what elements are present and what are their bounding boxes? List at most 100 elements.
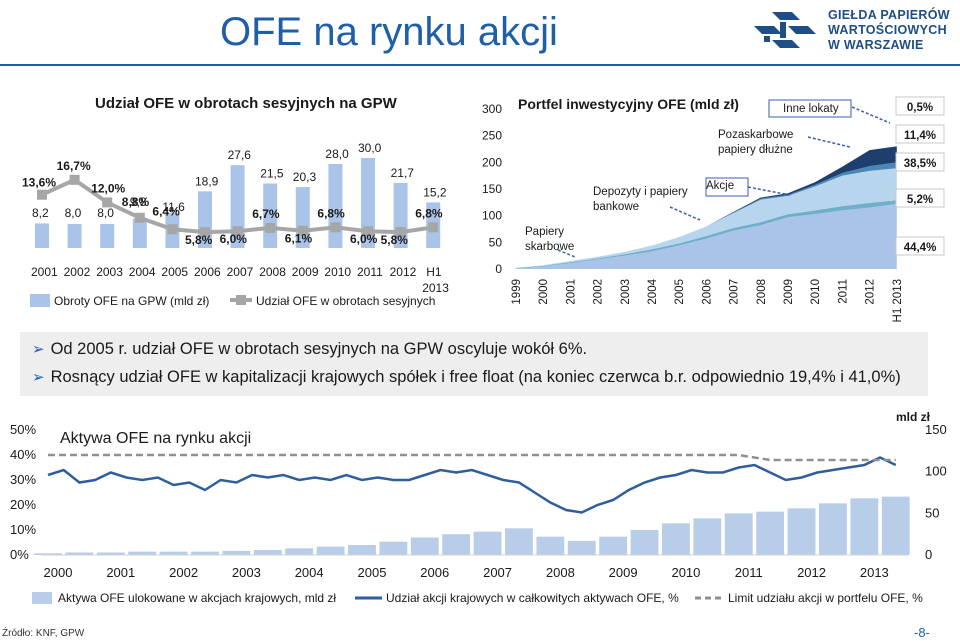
portfolio-series-label: Pozaskarbowe papiery dłużne: [718, 129, 793, 156]
equity-assets-bar: [536, 536, 565, 555]
share-label: 12,0%: [91, 181, 125, 195]
equity-assets-bar: [473, 531, 502, 555]
portfolio-x-label: 2011: [837, 279, 849, 304]
equity-assets-bar: [96, 552, 125, 555]
turnover-x-label-year: 2013: [422, 281, 449, 295]
share-marker: [428, 222, 439, 233]
turnover-bar-label: 28,0: [325, 147, 349, 161]
turnover-bar: [100, 224, 115, 248]
turnover-bar-label: 8,2: [32, 206, 49, 220]
share-label: 13,6%: [22, 176, 56, 190]
source-note: Źródło: KNF, GPW: [2, 628, 85, 639]
logo-line-1: GIEŁDA PAPIERÓW: [828, 8, 950, 22]
share-label: 6,1%: [285, 232, 313, 246]
turnover-bar: [35, 223, 49, 248]
equity-x-label: 2013: [860, 565, 889, 580]
share-marker: [395, 227, 406, 238]
equity-assets-bar: [630, 530, 659, 555]
bullet-2: ➢ Rosnący udział OFE w kapitalizacji kraj…: [32, 368, 901, 387]
bullet-marker-icon: ➢: [32, 369, 45, 386]
equity-assets-bar: [819, 503, 847, 555]
turnover-bar: [361, 158, 375, 248]
turnover-bar-label: 30,0: [358, 141, 382, 155]
gpw-logo-icon: [754, 12, 816, 48]
share-label: 8,8%: [122, 195, 150, 209]
turnover-x-label: H1: [426, 265, 442, 279]
equity-assets-bar: [253, 550, 282, 555]
equity-assets-bar: [693, 518, 722, 555]
portfolio-callout-box: [768, 99, 852, 118]
page-title: OFE na rynku akcji: [220, 10, 558, 54]
portfolio-area: [516, 168, 897, 268]
turnover-x-label: 2012: [390, 265, 417, 279]
share-marker: [134, 212, 145, 223]
equity-assets-bar: [662, 523, 690, 555]
portfolio-x-label: 2008: [756, 279, 768, 305]
equity-assets-bar: [724, 513, 753, 555]
bullet-1-text: Od 2005 r. udział OFE w obrotach sesyjny…: [50, 340, 588, 358]
portfolio-x-label: 2012: [865, 279, 877, 305]
portfolio-y-tick: 150: [482, 182, 502, 196]
equity-assets-bar: [599, 536, 628, 555]
gpw-logo-text: GIEŁDA PAPIERÓW WARTOŚCIOWYCH W WARSZAWI…: [828, 8, 950, 53]
portfolio-series-label: Depozyty i papiery bankowe: [593, 186, 688, 213]
share-marker: [330, 222, 341, 233]
legend-label-turnover: Obroty OFE na GPW (mld zł): [54, 294, 209, 308]
turnover-x-label: 2009: [292, 265, 319, 279]
portfolio-x-label: 2002: [593, 279, 605, 305]
equity-assets-bar: [65, 552, 94, 555]
turnover-x-label: 2004: [129, 265, 156, 279]
portfolio-x-label: 2007: [729, 279, 741, 305]
portfolio-area: [516, 146, 897, 268]
share-label: 6,0%: [220, 232, 248, 246]
turnover-bar-label: 21,7: [391, 166, 415, 180]
equity-right-tick: 50: [925, 505, 939, 520]
equity-assets-chart: 0% 10% 20% 30% 40% 50% 0 50 100 150 mld zł 2000 2…: [10, 410, 947, 605]
share-marker: [297, 225, 308, 236]
equity-left-tick: 40%: [10, 447, 36, 462]
portfolio-pct-box: [895, 236, 945, 256]
equity-x-label: 2007: [483, 565, 512, 580]
turnover-bar-label: 20,3: [293, 170, 317, 184]
legend-marker-share: [236, 295, 246, 305]
share-label: 5,8%: [381, 233, 409, 247]
equity-assets-bar: [159, 551, 188, 555]
bullet-1: ➢ Od 2005 r. udział OFE w obrotach sesyjn…: [32, 340, 587, 359]
equity-assets-bar: [442, 534, 471, 555]
portfolio-y-tick: 0: [495, 262, 502, 276]
portfolio-chart: 0 50 100 150 200 250 300 1999 2000 2001 2002 2003 2…: [482, 96, 945, 322]
turnover-bar-label: 8,0: [65, 206, 82, 220]
equity-assets-bar: [316, 546, 345, 555]
equity-x-label: 2006: [420, 565, 449, 580]
share-marker: [69, 174, 80, 185]
portfolio-series-label: Papiery skarbowe: [525, 226, 574, 253]
share-label: 5,8%: [185, 233, 213, 247]
header-rule: [0, 64, 960, 66]
portfolio-pct-label: 0,5%: [907, 102, 933, 114]
portfolio-y-tick: 200: [482, 155, 502, 169]
legend-label-share: Udział OFE w obrotach sesyjnych: [256, 294, 435, 308]
equity-x-label: 2000: [44, 565, 73, 580]
portfolio-x-label: 1999: [511, 279, 523, 305]
share-marker: [37, 189, 47, 200]
portfolio-pct-label: 38,5%: [904, 158, 937, 170]
turnover-bar-label: 8,0: [97, 206, 114, 220]
portfolio-area: [516, 200, 897, 269]
portfolio-callout-connector: [669, 206, 701, 221]
portfolio-chart-title-text: Portfel inwestycyjny OFE (mld zł): [518, 96, 739, 112]
share-label: 16,7%: [57, 159, 91, 173]
portfolio-x-label: 2000: [538, 279, 550, 305]
logo-line-3: W WARSZAWIE: [828, 38, 924, 52]
equity-limit-line: [48, 453, 896, 462]
equity-right-tick: 0: [925, 547, 932, 562]
page-number: -8-: [914, 625, 930, 640]
turnover-bar: [132, 218, 147, 248]
turnover-x-label: 2011: [357, 265, 383, 279]
equity-x-label: 2010: [671, 565, 700, 580]
share-marker: [363, 226, 373, 237]
portfolio-pct-label: 44,4%: [904, 242, 937, 254]
equity-assets-bar: [567, 540, 596, 555]
equity-assets-bar: [348, 545, 376, 555]
portfolio-pct-box: [895, 96, 945, 116]
portfolio-x-label: 2009: [783, 279, 795, 305]
